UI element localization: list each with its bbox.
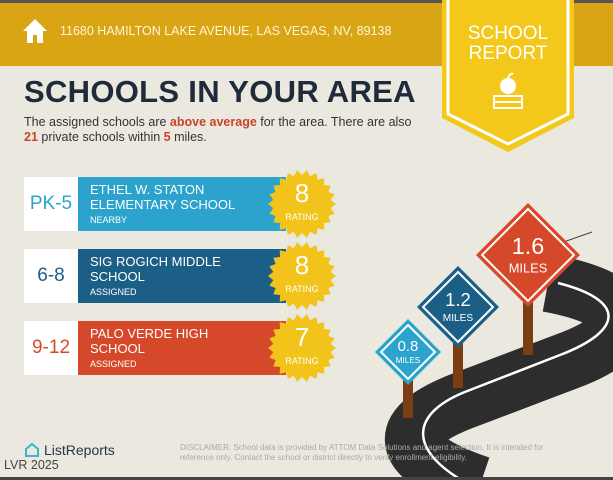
rating-value: 7: [294, 322, 310, 352]
sign-unit: MILES: [509, 261, 548, 276]
intro-text: The assigned schools are above average f…: [24, 115, 412, 144]
sign-unit: MILES: [443, 313, 474, 324]
school-report-badge: SCHOOL REPORT: [438, 0, 578, 154]
rating-badge: 8 RATING: [268, 170, 336, 238]
grade-range: PK-5: [24, 177, 78, 231]
school-info: ETHEL W. STATON ELEMENTARY SCHOOL NEARBY: [78, 177, 286, 231]
property-address: 11680 HAMILTON LAKE AVENUE, LAS VEGAS, N…: [60, 24, 392, 38]
school-status: ASSIGNED: [90, 359, 137, 369]
rating-label: RATING: [285, 212, 319, 222]
school-row: 6-8 SIG ROGICH MIDDLE SCHOOL ASSIGNED: [24, 249, 286, 303]
grade-range: 9-12: [24, 321, 78, 375]
sign-unit: MILES: [396, 356, 421, 365]
school-status: ASSIGNED: [90, 287, 137, 297]
distance-sign: [417, 266, 499, 348]
school-info: SIG ROGICH MIDDLE SCHOOL ASSIGNED: [78, 249, 286, 303]
top-border: [0, 0, 613, 3]
page-title: SCHOOLS IN YOUR AREA: [24, 74, 416, 109]
sign-distance: 1.2: [445, 289, 471, 310]
rating-value: 8: [294, 178, 310, 208]
sign-distance: 0.8: [398, 339, 419, 355]
rating-label: RATING: [285, 284, 319, 294]
school-name: SIG ROGICH MIDDLE SCHOOL: [90, 254, 221, 284]
school-status: NEARBY: [90, 215, 128, 225]
rating-label: RATING: [285, 356, 319, 366]
badge-line-1: SCHOOL: [467, 23, 549, 44]
rating-value: 8: [294, 250, 310, 280]
bottom-border: [0, 477, 613, 480]
starburst-icon: [268, 170, 336, 238]
grade-range: 6-8: [24, 249, 78, 303]
sign-border: [379, 323, 437, 381]
school-name: PALO VERDE HIGH SCHOOL: [90, 326, 209, 356]
starburst-icon: [268, 314, 336, 382]
rating-badge: 7 RATING: [268, 314, 336, 382]
road: [385, 254, 613, 480]
sign-border: [480, 207, 576, 303]
road-line: [421, 281, 610, 480]
house-logo-icon: [25, 442, 39, 457]
watermark: LVR 2025: [4, 458, 59, 472]
distance-sign: [476, 203, 580, 307]
disclaimer: DISCLAIMER: School data is provided by A…: [180, 443, 544, 462]
rating-badge: 8 RATING: [268, 242, 336, 310]
sign-border: [421, 270, 495, 344]
starburst-icon: [268, 242, 336, 310]
listreports-logo: ListReports: [24, 442, 115, 458]
school-row: PK-5 ETHEL W. STATON ELEMENTARY SCHOOL N…: [24, 177, 286, 231]
school-name: ETHEL W. STATON ELEMENTARY SCHOOL: [90, 182, 236, 212]
school-row: 9-12 PALO VERDE HIGH SCHOOL ASSIGNED: [24, 321, 286, 375]
apple-books-icon: [493, 72, 523, 109]
school-info: PALO VERDE HIGH SCHOOL ASSIGNED: [78, 321, 286, 375]
sign-distance: 1.6: [512, 233, 545, 259]
badge-line-2: REPORT: [468, 43, 548, 64]
home-icon: [23, 19, 47, 43]
distance-sign: [375, 319, 441, 385]
